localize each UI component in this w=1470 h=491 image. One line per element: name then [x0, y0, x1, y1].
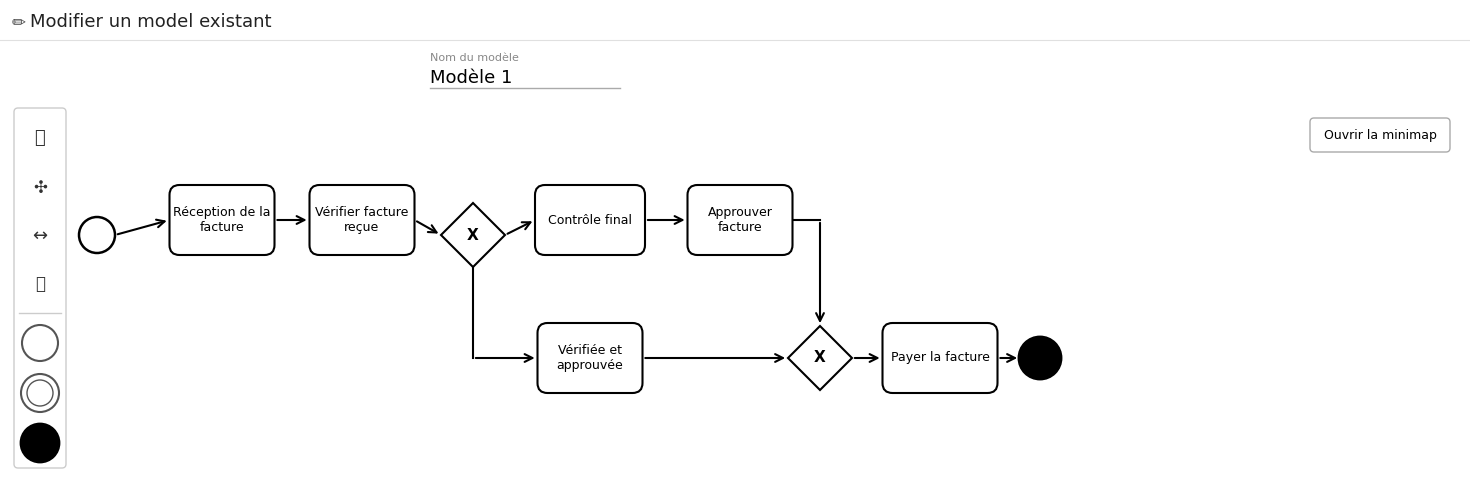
- FancyBboxPatch shape: [15, 108, 66, 468]
- Text: X: X: [814, 351, 826, 365]
- Polygon shape: [788, 326, 853, 390]
- Circle shape: [1020, 338, 1060, 378]
- Text: Vérifiée et
approuvée: Vérifiée et approuvée: [557, 344, 623, 372]
- Text: X: X: [467, 227, 479, 243]
- Polygon shape: [441, 203, 506, 267]
- Text: ↔: ↔: [32, 227, 47, 245]
- Circle shape: [22, 325, 57, 361]
- FancyBboxPatch shape: [535, 185, 645, 255]
- Text: Approuver
facture: Approuver facture: [707, 206, 772, 234]
- Text: ✣: ✣: [32, 179, 47, 197]
- Text: Vérifier facture
reçue: Vérifier facture reçue: [315, 206, 409, 234]
- Circle shape: [26, 380, 53, 406]
- Text: Nom du modèle: Nom du modèle: [431, 53, 519, 63]
- Text: Ouvrir la minimap: Ouvrir la minimap: [1323, 129, 1436, 141]
- Circle shape: [21, 374, 59, 412]
- Text: Réception de la
facture: Réception de la facture: [173, 206, 270, 234]
- FancyBboxPatch shape: [538, 323, 642, 393]
- Text: ✏: ✏: [12, 13, 26, 31]
- Text: Modifier un model existant: Modifier un model existant: [29, 13, 272, 31]
- Text: Contrôle final: Contrôle final: [548, 214, 632, 226]
- Circle shape: [21, 424, 59, 462]
- Text: Modèle 1: Modèle 1: [431, 69, 513, 87]
- FancyBboxPatch shape: [882, 323, 998, 393]
- FancyBboxPatch shape: [1310, 118, 1449, 152]
- Text: ✋: ✋: [35, 129, 46, 147]
- Circle shape: [79, 217, 115, 253]
- FancyBboxPatch shape: [169, 185, 275, 255]
- Text: ⤡: ⤡: [35, 275, 46, 293]
- FancyBboxPatch shape: [310, 185, 415, 255]
- FancyBboxPatch shape: [688, 185, 792, 255]
- Text: Payer la facture: Payer la facture: [891, 352, 989, 364]
